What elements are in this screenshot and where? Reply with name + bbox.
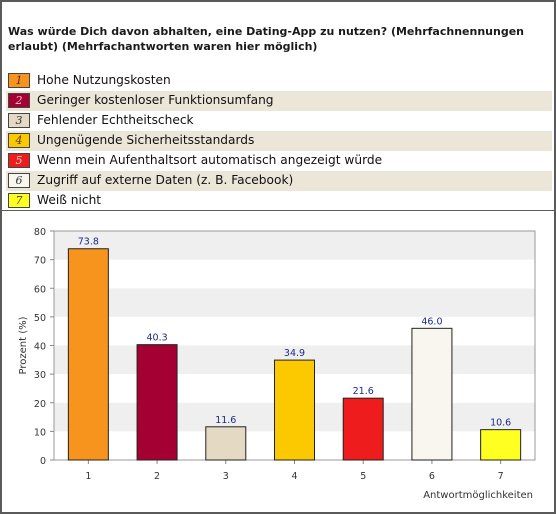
data-label: 34.9 bbox=[284, 348, 305, 359]
legend-item: 4 Ungenügende Sicherheitsstandards bbox=[6, 131, 552, 151]
data-label: 11.6 bbox=[215, 415, 236, 426]
grid-band bbox=[54, 259, 535, 289]
legend-label: Wenn mein Aufenthaltsort automatisch ang… bbox=[37, 153, 383, 167]
bar bbox=[67, 248, 109, 461]
data-label: 10.6 bbox=[490, 418, 511, 429]
bar bbox=[411, 327, 453, 461]
y-tick-label: 10 bbox=[34, 427, 46, 438]
y-tick-label: 50 bbox=[34, 313, 46, 324]
y-axis-label: Prozent (%) bbox=[18, 316, 29, 374]
y-tick-label: 30 bbox=[34, 370, 46, 381]
legend-swatch: 5 bbox=[8, 153, 30, 168]
legend-label: Weiß nicht bbox=[37, 193, 102, 207]
legend-swatch: 7 bbox=[8, 193, 30, 208]
y-tick-label: 20 bbox=[34, 399, 46, 410]
legend-label: Hohe Nutzungskosten bbox=[37, 73, 171, 87]
data-label: 21.6 bbox=[353, 386, 374, 397]
x-tick-label: 4 bbox=[291, 471, 297, 482]
x-tick-label: 2 bbox=[154, 471, 160, 482]
legend: 1 Hohe Nutzungskosten 2 Geringer kostenl… bbox=[6, 71, 552, 211]
grid-band bbox=[54, 316, 535, 346]
legend-item: 3 Fehlender Echtheitscheck bbox=[6, 111, 552, 131]
grid-band bbox=[54, 288, 535, 317]
bar bbox=[274, 359, 315, 461]
legend-label: Fehlender Echtheitscheck bbox=[37, 113, 194, 127]
y-tick-label: 0 bbox=[40, 456, 46, 467]
bar bbox=[136, 344, 178, 461]
grid-band bbox=[54, 231, 535, 260]
bar bbox=[342, 397, 384, 461]
bar bbox=[205, 426, 247, 461]
legend-label: Zugriff auf externe Daten (z. B. Faceboo… bbox=[37, 173, 294, 187]
x-axis-label: Antwortmöglichkeiten bbox=[423, 490, 533, 501]
legend-item: 2 Geringer kostenloser Funktionsumfang bbox=[6, 91, 552, 111]
legend-swatch: 6 bbox=[8, 173, 30, 188]
y-tick-label: 70 bbox=[34, 256, 46, 267]
y-tick-label: 80 bbox=[34, 227, 46, 238]
legend-item: 7 Weiß nicht bbox=[6, 191, 552, 211]
legend-item: 5 Wenn mein Aufenthaltsort automatisch a… bbox=[6, 151, 552, 171]
x-tick-label: 7 bbox=[498, 471, 504, 482]
axes: 0 10 20 30 40 50 60 70 80 Prozent (%) bbox=[18, 227, 536, 467]
bar bbox=[480, 429, 522, 461]
labels: 73.8 1 40.3 2 11.6 3 34.9 4 21.6 5 46.0 6 10.6 7 Antwo… bbox=[78, 237, 533, 501]
x-tick-label: 6 bbox=[429, 471, 435, 482]
y-tick-label: 60 bbox=[34, 284, 46, 295]
legend-swatch: 4 bbox=[8, 133, 30, 148]
data-label: 40.3 bbox=[146, 333, 167, 344]
legend-item: 1 Hohe Nutzungskosten bbox=[6, 71, 552, 91]
x-tick-label: 1 bbox=[85, 471, 91, 482]
x-tick-label: 3 bbox=[223, 471, 229, 482]
divider bbox=[2, 210, 554, 211]
data-label: 73.8 bbox=[78, 237, 99, 248]
chart-title: Was würde Dich davon abhalten, eine Dati… bbox=[8, 25, 524, 53]
legend-swatch: 1 bbox=[8, 73, 30, 88]
x-tick-label: 5 bbox=[360, 471, 366, 482]
legend-swatch: 2 bbox=[8, 93, 30, 108]
legend-item: 6 Zugriff auf externe Daten (z. B. Faceb… bbox=[6, 171, 552, 191]
bars bbox=[67, 248, 522, 461]
legend-label: Ungenügende Sicherheitsstandards bbox=[37, 133, 255, 147]
y-tick-label: 40 bbox=[34, 342, 46, 353]
data-label: 46.0 bbox=[421, 316, 442, 327]
legend-label: Geringer kostenloser Funktionsumfang bbox=[37, 93, 274, 107]
legend-swatch: 3 bbox=[8, 113, 30, 128]
